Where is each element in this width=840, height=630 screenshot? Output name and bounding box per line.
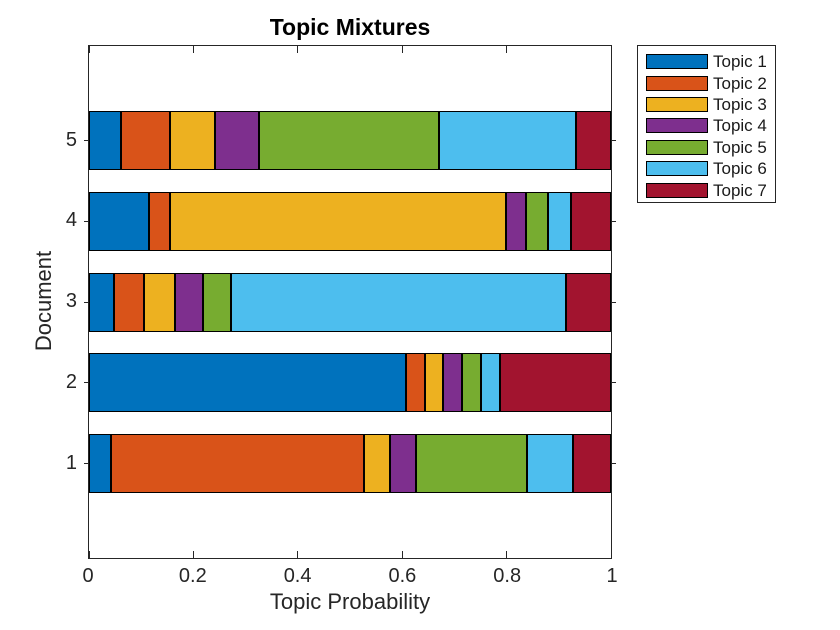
legend-item-topic-3: Topic 3 [638,94,775,115]
bar-document-1-topic-4-segment [390,434,417,493]
legend-label-topic-6: Topic 6 [713,159,767,179]
bar-document-5-topic-2-segment [120,111,171,170]
bar-document-1-topic-5-segment [416,434,527,493]
x-axis-label: Topic Probability [269,589,431,614]
bar-document-5-topic-7-segment [576,111,611,170]
bar-document-2 [89,353,611,413]
legend-swatch-topic-3 [646,96,708,112]
y-tick-right-4 [611,220,616,222]
y-tick-right-1 [611,463,616,464]
y-tick-right-5 [611,140,616,141]
y-tick-label-4: 4 [65,209,77,232]
bar-document-2-topic-1-segment [89,353,406,413]
legend-item-topic-6: Topic 6 [638,158,775,179]
chart-title: Topic Mixtures [269,14,431,40]
legend-label-topic-5: Topic 5 [713,137,767,157]
y-tick-label-3: 3 [65,290,77,312]
legend-swatch-topic-2 [646,75,708,91]
legend-label-topic-1: Topic 1 [713,52,767,72]
x-tick-label-1: 1 [606,565,618,587]
x-tick-bottom-0.4 [297,551,299,558]
legend-swatch-topic-6 [646,161,708,177]
bar-document-4-topic-5-segment [526,191,549,251]
bar-document-3-topic-5-segment [203,272,231,332]
y-tick-label-2: 2 [65,370,77,393]
bar-document-4-topic-1-segment [89,191,150,251]
bar-document-4-topic-2-segment [149,191,170,251]
bar-document-3 [89,272,611,332]
bar-document-1-topic-6-segment [526,434,573,493]
x-tick-top-0.6 [401,46,403,53]
bar-document-4-topic-7-segment [571,191,611,251]
bar-document-3-topic-1-segment [89,272,115,332]
bar-document-2-topic-3-segment [424,353,444,413]
y-tick-left-5 [84,140,89,141]
bar-document-3-topic-6-segment [230,272,567,332]
legend-swatch-topic-4 [646,118,708,134]
x-tick-bottom-0.6 [401,551,403,558]
x-tick-top-0.4 [297,46,299,53]
plot-area [84,45,616,559]
x-tick-label-0.4: 0.4 [283,565,312,587]
legend-label-topic-7: Topic 7 [713,180,767,200]
x-tick-label-0.6: 0.6 [388,565,417,587]
bar-document-5-topic-5-segment [259,111,439,170]
bar-document-4 [89,191,611,251]
y-tick-left-2 [84,382,89,384]
y-tick-label-1: 1 [65,451,77,474]
bar-document-3-topic-2-segment [114,272,144,332]
bar-document-4-topic-3-segment [169,191,506,251]
y-tick-right-3 [611,301,616,303]
bar-document-1-topic-7-segment [572,434,611,493]
legend-item-topic-5: Topic 5 [638,137,775,158]
x-tick-bottom-1 [610,551,612,558]
bar-document-1-topic-1-segment [89,434,111,493]
legend: Topic 1 Topic 2 Topic 3 Topic 4 Topic 5 Topic… [637,45,776,203]
x-tick-top-0.2 [192,46,194,53]
bar-document-5 [89,111,611,170]
x-tick-label-0.8: 0.8 [493,565,522,587]
legend-swatch-topic-1 [646,54,708,70]
bar-document-3-topic-7-segment [566,272,611,332]
legend-label-topic-4: Topic 4 [713,116,767,136]
y-tick-left-4 [84,220,89,222]
legend-item-topic-7: Topic 7 [638,179,775,200]
bar-document-4-topic-4-segment [505,191,527,251]
legend-swatch-topic-7 [646,182,708,198]
x-tick-label-0.2: 0.2 [178,565,207,587]
x-tick-bottom-0.2 [192,551,194,558]
bar-document-2-topic-2-segment [405,353,425,413]
bar-document-1-topic-3-segment [364,434,391,493]
bar-document-2-topic-7-segment [500,353,611,413]
bar-document-3-topic-3-segment [143,272,175,332]
legend-item-topic-4: Topic 4 [638,115,775,136]
y-tick-label-5: 5 [65,128,77,151]
legend-item-topic-2: Topic 2 [638,72,775,93]
bar-document-2-topic-6-segment [481,353,501,413]
bar-document-3-topic-4-segment [174,272,204,332]
x-tick-label-0: 0 [82,565,94,587]
x-tick-bottom-0 [88,551,90,558]
bar-document-1-topic-2-segment [110,434,365,493]
bar-document-5-topic-3-segment [170,111,216,170]
bar-document-2-topic-4-segment [443,353,463,413]
legend-label-topic-2: Topic 2 [713,73,767,93]
bar-document-5-topic-1-segment [89,111,121,170]
y-tick-left-3 [84,301,89,303]
y-tick-right-2 [611,382,616,384]
bar-document-2-topic-5-segment [462,353,481,413]
x-tick-bottom-0.8 [506,551,508,558]
bar-document-4-topic-6-segment [548,191,572,251]
y-tick-left-1 [84,463,89,464]
legend-swatch-topic-5 [646,139,708,155]
x-tick-top-0.8 [506,46,508,53]
x-tick-top-0 [88,46,90,53]
legend-label-topic-3: Topic 3 [713,94,767,114]
bar-document-5-topic-6-segment [438,111,577,170]
bar-document-5-topic-4-segment [215,111,260,170]
legend-item-topic-1: Topic 1 [638,51,775,72]
x-tick-top-1 [610,46,612,53]
bar-document-1 [89,434,611,493]
